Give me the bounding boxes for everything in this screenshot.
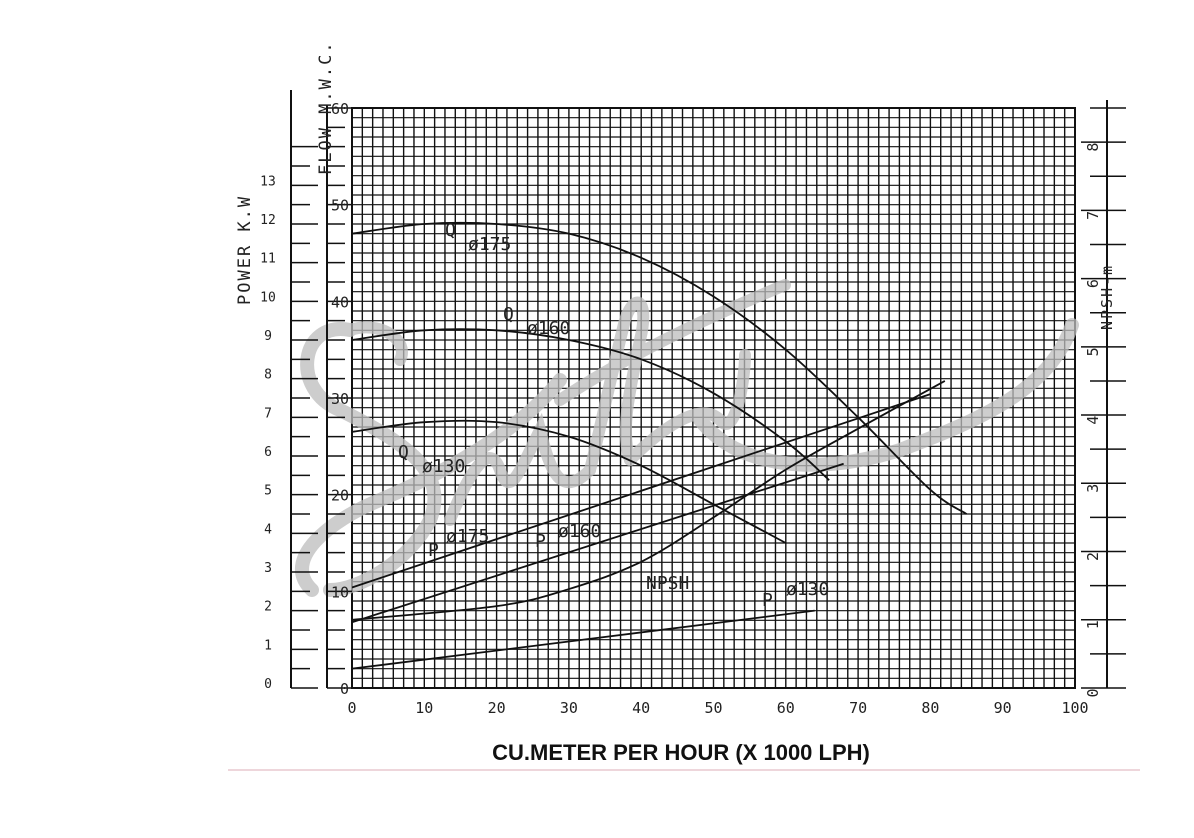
npsh-tick-label: 1: [1084, 620, 1102, 629]
power-tick-label: 11: [260, 252, 276, 267]
x-tick-label: 40: [632, 699, 650, 717]
x-tick-label: 50: [704, 699, 722, 717]
head-tick-label: 30: [331, 390, 349, 408]
power-tick-label: 3: [264, 561, 272, 576]
chart-grid: [351, 107, 1076, 689]
head-tick-label: 50: [331, 197, 349, 215]
curve-p-130: [352, 609, 815, 670]
curve-q-130: [352, 419, 787, 544]
head-axis-label: FLOW M.W.C.: [316, 40, 336, 175]
power-tick-label: 0: [264, 677, 272, 692]
power-tick-label: 9: [264, 329, 272, 344]
curve-label-q-160-letter: Q: [503, 304, 514, 325]
x-tick-label: 90: [994, 699, 1012, 717]
x-tick-label: 80: [921, 699, 939, 717]
head-tick-label: 40: [331, 293, 349, 311]
curve-label-p-175-letter: P: [428, 540, 439, 561]
power-tick-label: 7: [264, 406, 272, 421]
x-tick-label: 10: [415, 699, 433, 717]
power-tick-label: 13: [260, 174, 276, 189]
head-tick-label: 10: [331, 583, 349, 601]
x-tick-label: 0: [347, 699, 356, 717]
head-tick-label: 20: [331, 487, 349, 505]
power-tick-label: 4: [264, 522, 272, 537]
curve-label-q-160-dia: ø160: [527, 318, 570, 339]
curve-label-npsh-dia: NPSH: [646, 573, 689, 594]
npsh-tick-label: 0: [1084, 688, 1102, 697]
power-tick-label: 6: [264, 445, 272, 460]
npsh-tick-label: 2: [1084, 552, 1102, 561]
power-tick-label: 8: [264, 368, 272, 383]
x-tick-label: 70: [849, 699, 867, 717]
curve-label-q-130-dia: ø130: [422, 456, 465, 477]
npsh-tick-label: 3: [1084, 484, 1102, 493]
curve-label-q-175-letter: Q: [445, 220, 456, 241]
x-tick-label: 100: [1061, 699, 1088, 717]
power-tick-label: 12: [260, 213, 276, 228]
npsh-tick-label: 7: [1084, 211, 1102, 220]
chart-axes: 0 10 20 30 40 50 60 70 80 90 1000102030405060FLOW …: [235, 40, 1126, 717]
head-tick-label: 0: [340, 680, 349, 698]
x-tick-label: 20: [488, 699, 506, 717]
watermark-logo: [294, 279, 1079, 597]
x-tick-label: 60: [777, 699, 795, 717]
x-axis-label: CU.METER PER HOUR (X 1000 LPH): [492, 740, 870, 765]
npsh-tick-label: 5: [1084, 347, 1102, 356]
curve-label-p-160-letter: P: [535, 531, 546, 552]
power-axis-label: POWER K.W: [235, 195, 255, 305]
curve-q-175: [352, 221, 968, 515]
power-tick-label: 1: [264, 638, 272, 653]
power-tick-label: 5: [264, 484, 272, 499]
head-tick-label: 60: [331, 100, 349, 118]
power-tick-label: 10: [260, 290, 276, 305]
x-tick-label: 30: [560, 699, 578, 717]
npsh-tick-label: 6: [1084, 279, 1102, 288]
curve-label-p-160-dia: ø160: [558, 521, 601, 542]
npsh-axis-label: NPSH-m: [1098, 264, 1116, 330]
curve-label-p-130-letter: P: [762, 590, 773, 611]
power-tick-label: 2: [264, 600, 272, 615]
curve-q-160: [352, 328, 830, 481]
curve-npsh: [352, 380, 946, 621]
curve-label-q-130-letter: Q: [398, 442, 409, 463]
curve-label-p-130-dia: ø130: [786, 579, 829, 600]
curve-p-160: [352, 462, 844, 624]
curve-p-175: [352, 393, 931, 589]
curve-label-p-175-dia: ø175: [446, 526, 489, 547]
performance-curves: [352, 221, 968, 670]
curve-label-q-175-dia: ø175: [468, 234, 511, 255]
npsh-tick-label: 8: [1084, 143, 1102, 152]
npsh-tick-label: 4: [1084, 416, 1102, 425]
